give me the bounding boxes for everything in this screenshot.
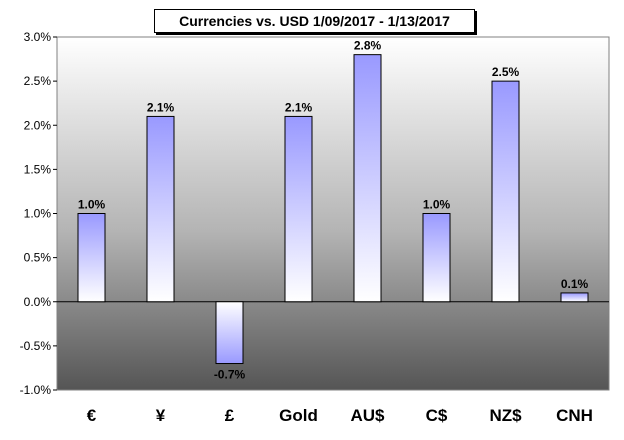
data-label: 0.1% [561,277,589,291]
data-label: 1.0% [423,198,451,212]
chart-title: Currencies vs. USD 1/09/2017 - 1/13/2017 [154,9,475,33]
bar [215,301,244,365]
y-tick-label: 2.0% [24,118,52,132]
x-category-label: NZ$ [489,406,522,425]
y-tick-label: 0.0% [24,295,52,309]
y-tick-label: 1.0% [24,207,52,221]
data-label: 2.5% [492,65,520,79]
bar [146,115,175,303]
x-category-label: CNH [556,406,593,425]
x-category-label: Gold [279,406,318,425]
y-tick-label: -0.5% [20,339,52,353]
x-category-label: € [87,406,97,425]
y-tick-label: 3.0% [24,30,52,44]
x-category-label: C$ [426,406,448,425]
bar [77,213,106,303]
data-label: 1.0% [78,198,106,212]
bar [353,54,382,303]
bar [491,80,520,303]
x-category-label: ¥ [156,406,166,425]
bar [284,115,313,303]
bar [422,213,451,303]
y-tick-label: 0.5% [24,251,52,265]
bar [560,292,589,303]
data-label: 2.1% [285,100,313,114]
plot-area [56,36,610,391]
y-tick-label: -1.0% [20,383,52,397]
x-category-label: £ [225,406,235,425]
data-label: 2.8% [354,39,382,53]
data-label: 2.1% [147,100,175,114]
y-tick-label: 2.5% [24,74,52,88]
data-label: -0.7% [214,368,246,382]
y-tick-label: 1.5% [24,162,52,176]
x-category-label: AU$ [350,406,385,425]
